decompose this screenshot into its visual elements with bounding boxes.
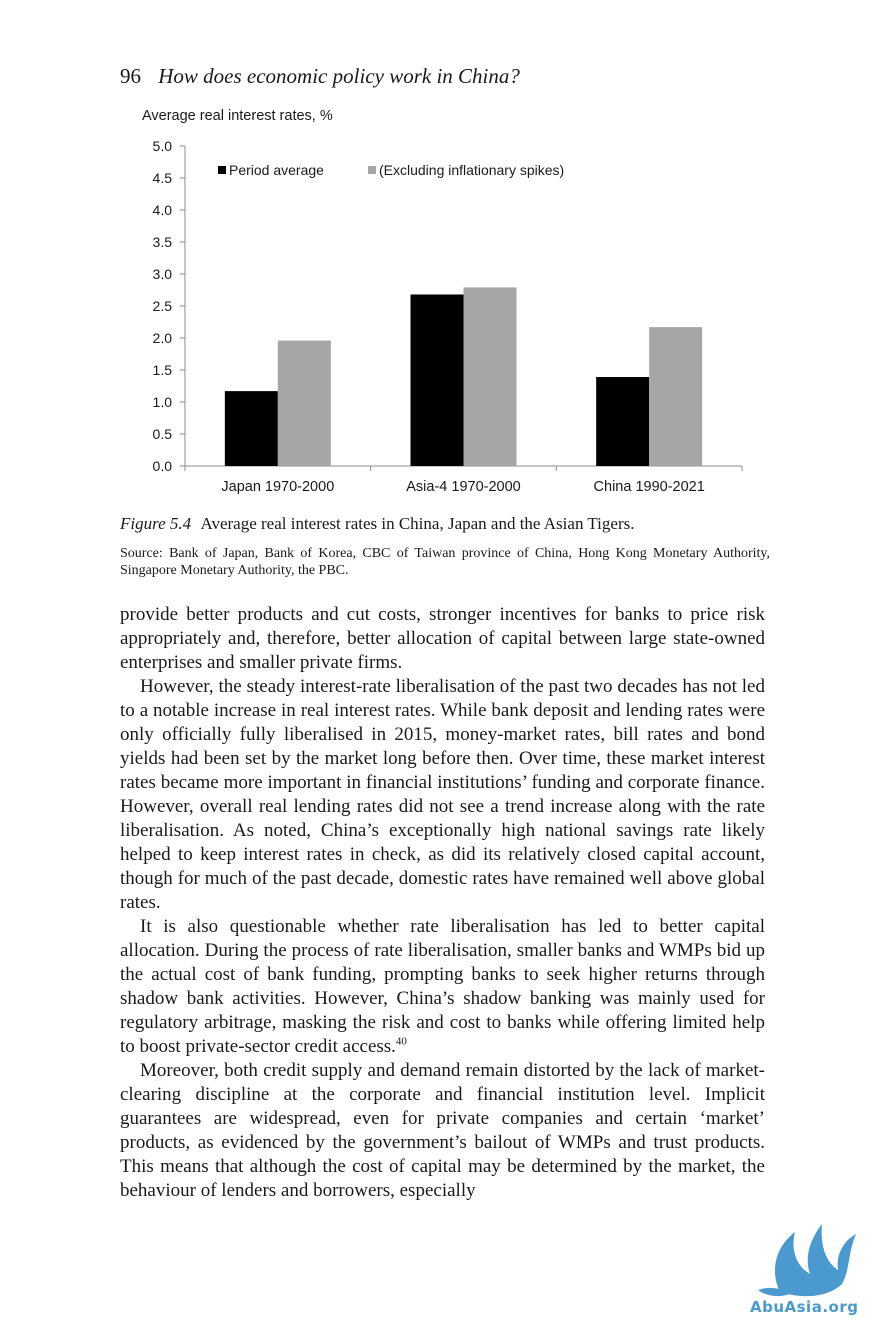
x-category-label: China 1990-2021 [594, 479, 705, 495]
figure-caption-text: Average real interest rates in China, Ja… [200, 514, 635, 533]
bar-period-average [410, 294, 464, 466]
paragraph: It is also questionable whether rate lib… [120, 915, 765, 1059]
bar-excluding-spikes [649, 327, 703, 466]
watermark-text: AbuAsia.org [750, 1298, 859, 1316]
figure-source: Source: Bank of Japan, Bank of Korea, CB… [120, 546, 770, 578]
legend-label: Period average [229, 162, 324, 178]
paragraph: However, the steady interest-rate libera… [120, 676, 765, 913]
bar-period-average [596, 377, 650, 466]
bird-icon [758, 1224, 856, 1297]
bar-chart: Average real interest rates, % 0.0 0.5 1.0 1… [120, 100, 780, 510]
legend-swatch [218, 166, 226, 174]
paragraph-text: It is also questionable whether rate lib… [120, 916, 765, 1057]
bar-excluding-spikes [277, 340, 331, 466]
y-tick-label: 1.5 [153, 362, 173, 378]
y-tick-label: 3.0 [153, 266, 173, 282]
paragraph: Moreover, both credit supply and demand … [120, 1060, 765, 1201]
y-tick-label: 0.0 [153, 458, 173, 474]
y-axis-title: Average real interest rates, % [142, 108, 333, 124]
body-text: provide better products and cut costs, s… [120, 603, 765, 1203]
page-number: 96 [120, 64, 141, 88]
footnote-ref[interactable]: 40 [395, 1035, 407, 1048]
watermark-logo: AbuAsia.org [750, 1212, 885, 1322]
running-title: How does economic policy work in China? [158, 64, 520, 88]
y-tick-label: 2.0 [153, 330, 173, 346]
figure-caption: Figure 5.4 Average real interest rates i… [120, 514, 770, 534]
x-category-label: Asia-4 1970-2000 [406, 479, 520, 495]
y-tick-label: 4.0 [153, 202, 173, 218]
bar-period-average [224, 391, 278, 466]
figure-label: Figure 5.4 [120, 514, 192, 533]
legend-swatch [368, 166, 376, 174]
legend-label: (Excluding inflationary spikes) [379, 162, 564, 178]
y-tick-label: 0.5 [153, 426, 173, 442]
running-head: 96 How does economic policy work in Chin… [120, 64, 520, 89]
bar-excluding-spikes [463, 287, 517, 466]
y-tick-label: 5.0 [153, 138, 173, 154]
y-tick-label: 2.5 [153, 298, 173, 314]
x-category-label: Japan 1970-2000 [221, 479, 334, 495]
chart-svg: Average real interest rates, % 0.0 0.5 1.0 1… [142, 108, 743, 495]
y-tick-label: 4.5 [153, 170, 173, 186]
y-tick-label: 3.5 [153, 234, 173, 250]
y-tick-label: 1.0 [153, 394, 173, 410]
paragraph: provide better products and cut costs, s… [120, 604, 765, 673]
